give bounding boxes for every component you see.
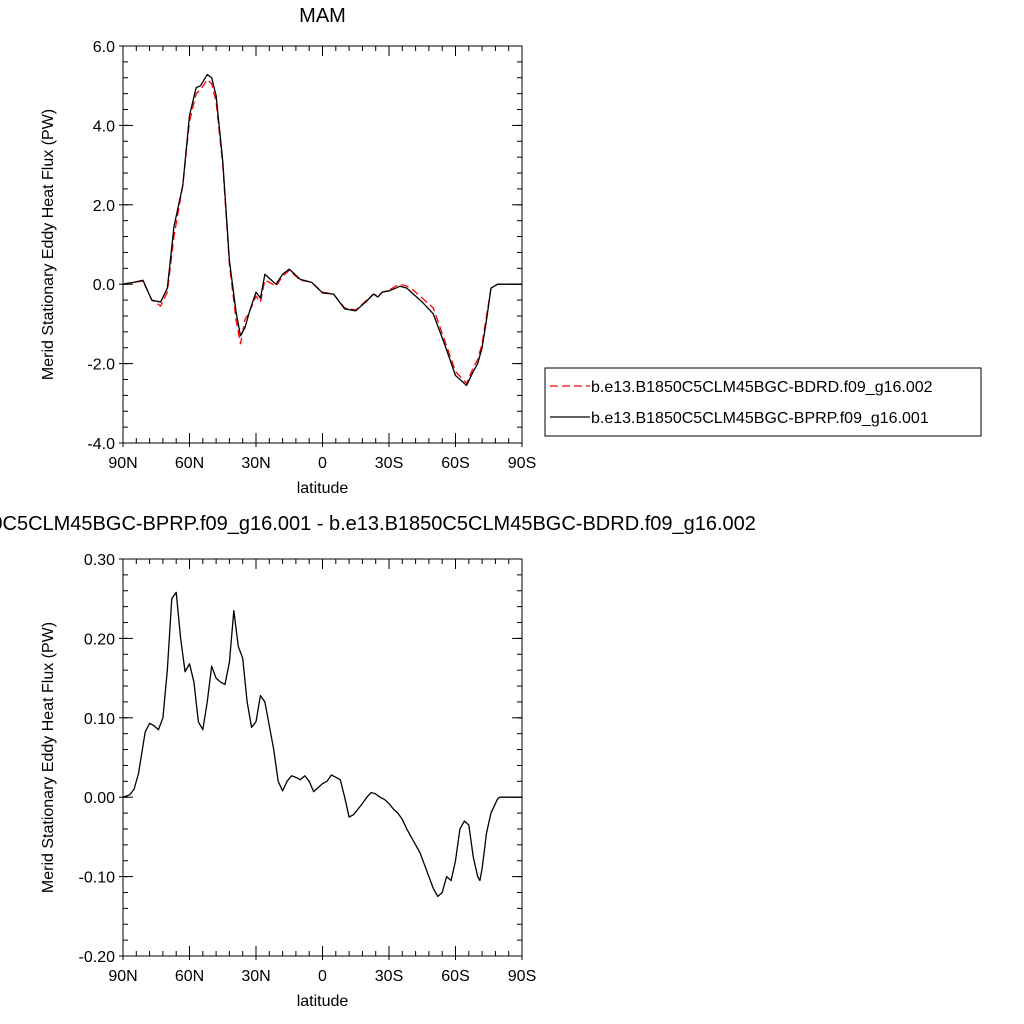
x-tick-label: 90S	[508, 968, 536, 985]
chart-panel-top: 90N 60N 30N 0 30S 60S 90S 6.0 4.0 2.0 0.0 -2.0 -4.0 M…	[40, 5, 982, 497]
x-tick-label: 60S	[441, 455, 469, 472]
x-tick-label: 0	[318, 968, 327, 985]
plot-frame	[122, 558, 523, 957]
x-tick-label: 90N	[108, 455, 137, 472]
x-tick-label: 60N	[175, 968, 204, 985]
chart-title: MAM	[299, 5, 346, 27]
legend-label-2: b.e13.B1850C5CLM45BGC-BPRP.f09_g16.001	[591, 410, 929, 427]
series-line-1	[122, 79, 522, 385]
plot-frame	[122, 45, 523, 444]
y-tick-label: -4.0	[87, 436, 115, 453]
y-tick-label: -0.10	[79, 870, 116, 887]
y-tick-label: 6.0	[93, 39, 115, 56]
y-tick-label: 0.0	[93, 277, 115, 294]
x-tick-label: 60N	[175, 455, 204, 472]
series-line-2	[122, 73, 522, 387]
legend-label-1: b.e13.B1850C5CLM45BGC-BDRD.f09_g16.002	[591, 379, 933, 396]
y-tick-label: 0.00	[84, 790, 115, 807]
y-axis-title: Merid Stationary Eddy Heat Flux (PW)	[40, 622, 57, 893]
y-tick-label: 0.10	[84, 711, 115, 728]
chart-panel-bottom: 90N 60N 30N 0 30S 60S 90S 0.30 0.20 0.10 0.00 -0.10…	[0, 513, 756, 1010]
y-tick-label: 4.0	[93, 118, 115, 135]
y-tick-label: -2.0	[87, 357, 115, 374]
y-tick-label: -0.20	[79, 949, 116, 966]
y-tick-label: 2.0	[93, 198, 115, 215]
x-tick-label: 90S	[508, 455, 536, 472]
x-tick-label: 30S	[375, 968, 403, 985]
chart-title: b.e13.B1850C5CLM45BGC-BPRP.f09_g16.001 -…	[0, 513, 756, 535]
y-tick-label: 0.30	[84, 552, 115, 569]
series-line-1	[122, 591, 522, 898]
x-tick-label: 30N	[241, 968, 270, 985]
x-tick-label: 30N	[241, 455, 270, 472]
legend-box	[544, 367, 982, 437]
x-axis-title: latitude	[297, 993, 349, 1010]
x-tick-label: 60S	[441, 968, 469, 985]
x-tick-label: 30S	[375, 455, 403, 472]
x-axis-title: latitude	[297, 480, 349, 497]
x-tick-label: 0	[318, 455, 327, 472]
x-tick-label: 90N	[108, 968, 137, 985]
y-axis-title: Merid Stationary Eddy Heat Flux (PW)	[40, 109, 57, 380]
y-tick-label: 0.20	[84, 631, 115, 648]
